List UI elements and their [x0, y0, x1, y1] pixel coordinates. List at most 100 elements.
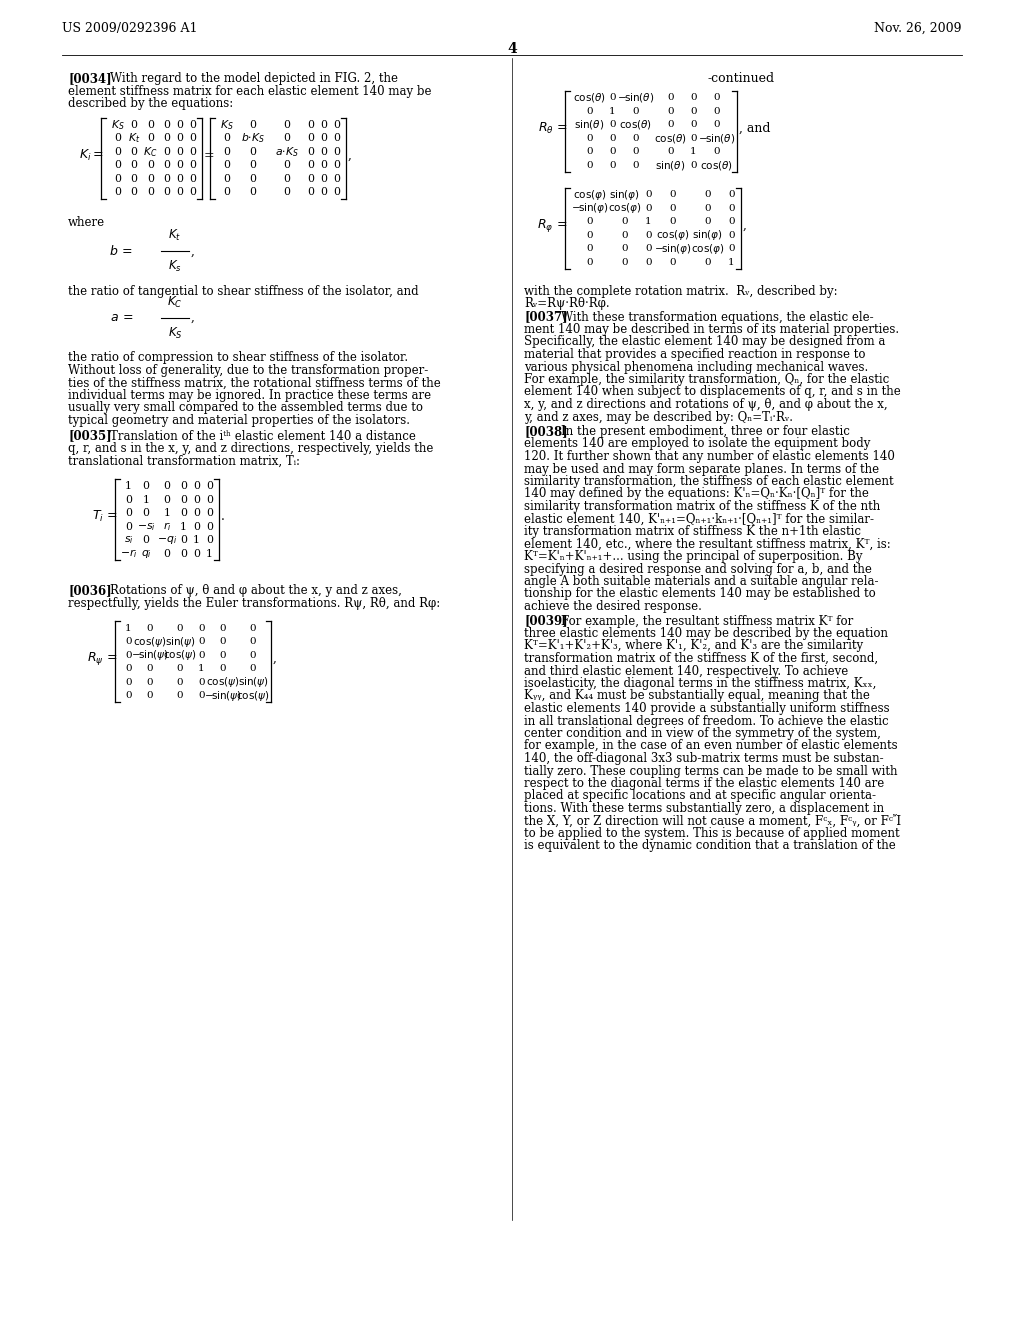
Text: $K_S$: $K_S$: [219, 117, 233, 132]
Text: 0: 0: [728, 231, 735, 240]
Text: Rᵥ=Rψ·Rθ·Rφ.: Rᵥ=Rψ·Rθ·Rφ.: [524, 297, 609, 310]
Text: the X, Y, or Z direction will not cause a moment, Fᶜₓ, Fᶜᵧ, or FᶜἼ: the X, Y, or Z direction will not cause …: [524, 814, 901, 828]
Text: 0: 0: [177, 664, 183, 673]
Text: tions. With these terms substantially zero, a displacement in: tions. With these terms substantially ze…: [524, 803, 884, 814]
Text: $\cos(\theta)$: $\cos(\theta)$: [573, 91, 606, 104]
Text: 0: 0: [125, 651, 132, 660]
Text: 1: 1: [142, 495, 150, 504]
Text: $-\!\sin(\theta)$: $-\!\sin(\theta)$: [616, 91, 654, 104]
Text: the ratio of compression to shear stiffness of the isolator.: the ratio of compression to shear stiffn…: [68, 351, 409, 364]
Text: 0: 0: [609, 161, 615, 170]
Text: specifying a desired response and solving for a, b, and the: specifying a desired response and solvin…: [524, 562, 871, 576]
Text: 0: 0: [180, 482, 187, 491]
Text: 0: 0: [189, 120, 196, 129]
Text: 0: 0: [586, 161, 593, 170]
Text: 0: 0: [147, 120, 154, 129]
Text: 0: 0: [189, 147, 196, 157]
Text: $\cos(\psi)$: $\cos(\psi)$: [163, 648, 197, 663]
Text: 0: 0: [670, 257, 676, 267]
Text: 0: 0: [199, 692, 205, 701]
Text: 0: 0: [250, 174, 256, 183]
Text: 0: 0: [622, 231, 628, 240]
Text: ment 140 may be described in terms of its material properties.: ment 140 may be described in terms of it…: [524, 323, 899, 337]
Text: $\sin(\varphi)$: $\sin(\varphi)$: [609, 187, 640, 202]
Text: respect to the diagonal terms if the elastic elements 140 are: respect to the diagonal terms if the ela…: [524, 777, 885, 789]
Text: individual terms may be ignored. In practice these terms are: individual terms may be ignored. In prac…: [68, 389, 431, 403]
Text: 0: 0: [193, 508, 200, 519]
Text: 0: 0: [632, 161, 639, 170]
Text: 0: 0: [176, 133, 183, 144]
Text: With these transformation equations, the elastic ele-: With these transformation equations, the…: [561, 310, 873, 323]
Text: $R_\theta\,=$: $R_\theta\,=$: [538, 120, 568, 136]
Text: ,: ,: [191, 312, 195, 323]
Text: 0: 0: [622, 244, 628, 253]
Text: 0: 0: [284, 161, 291, 170]
Text: $-\!\sin(\varphi)$: $-\!\sin(\varphi)$: [653, 242, 691, 256]
Text: ,: ,: [743, 219, 746, 232]
Text: 0: 0: [645, 257, 652, 267]
Text: 0: 0: [176, 187, 183, 198]
Text: 0: 0: [250, 651, 256, 660]
Text: 0: 0: [147, 161, 154, 170]
Text: described by the equations:: described by the equations:: [68, 96, 233, 110]
Text: US 2009/0292396 A1: US 2009/0292396 A1: [62, 22, 198, 36]
Text: 0: 0: [586, 107, 593, 116]
Text: 0: 0: [609, 148, 615, 156]
Text: 0: 0: [632, 107, 639, 116]
Text: $K_S$: $K_S$: [111, 117, 124, 132]
Text: 0: 0: [125, 638, 132, 647]
Text: 0: 0: [333, 187, 340, 198]
Text: 0: 0: [180, 495, 187, 504]
Text: 0: 0: [176, 161, 183, 170]
Text: $\sin(\theta)$: $\sin(\theta)$: [655, 158, 686, 172]
Text: 0: 0: [307, 161, 314, 170]
Text: 0: 0: [223, 187, 230, 198]
Text: $\sin(\varphi)$: $\sin(\varphi)$: [692, 228, 723, 243]
Text: $-r_i$: $-r_i$: [120, 548, 137, 560]
Text: 140 may defined by the equations: K'ₙ=Qₙ·Kₙ·[Qₙ]ᵀ for the: 140 may defined by the equations: K'ₙ=Qₙ…: [524, 487, 869, 500]
Text: may be used and may form separate planes. In terms of the: may be used and may form separate planes…: [524, 462, 880, 475]
Text: material that provides a specified reaction in response to: material that provides a specified react…: [524, 348, 865, 360]
Text: 0: 0: [333, 161, 340, 170]
Text: 0: 0: [223, 161, 230, 170]
Text: 0: 0: [307, 174, 314, 183]
Text: $\cos(\theta)$: $\cos(\theta)$: [654, 132, 687, 145]
Text: 0: 0: [180, 508, 187, 519]
Text: 1: 1: [164, 508, 171, 519]
Text: 0: 0: [250, 187, 256, 198]
Text: -continued: -continued: [708, 73, 774, 84]
Text: y, and z axes, may be described by: Qₙ=Tᵢ·Rᵥ.: y, and z axes, may be described by: Qₙ=T…: [524, 411, 793, 424]
Text: $a{\cdot}K_S$: $a{\cdot}K_S$: [275, 145, 299, 158]
Text: 0: 0: [690, 120, 696, 129]
Text: 0: 0: [250, 161, 256, 170]
Text: 0: 0: [668, 107, 674, 116]
Text: 0: 0: [125, 508, 132, 519]
Text: 0: 0: [193, 549, 200, 558]
Text: ity transformation matrix of stiffness K the n+1th elastic: ity transformation matrix of stiffness K…: [524, 525, 861, 539]
Text: 0: 0: [333, 133, 340, 144]
Text: 0: 0: [705, 257, 711, 267]
Text: [0039]: [0039]: [524, 615, 567, 627]
Text: 0: 0: [163, 147, 170, 157]
Text: 0: 0: [705, 190, 711, 199]
Text: 0: 0: [319, 187, 327, 198]
Text: $-\!\sin(\theta)$: $-\!\sin(\theta)$: [697, 132, 735, 145]
Text: $K_i =$: $K_i =$: [79, 148, 104, 162]
Text: element 140, etc., where the resultant stiffness matrix, Kᵀ, is:: element 140, etc., where the resultant s…: [524, 537, 891, 550]
Text: 0: 0: [645, 190, 652, 199]
Text: 0: 0: [319, 120, 327, 129]
Text: 0: 0: [250, 120, 256, 129]
Text: 0: 0: [713, 120, 720, 129]
Text: ,: ,: [191, 244, 195, 257]
Text: 0: 0: [713, 94, 720, 103]
Text: 0: 0: [130, 174, 137, 183]
Text: 0: 0: [609, 94, 615, 103]
Text: similarity transformation, the stiffness of each elastic element: similarity transformation, the stiffness…: [524, 475, 894, 488]
Text: 0: 0: [147, 133, 154, 144]
Text: 0: 0: [307, 120, 314, 129]
Text: for example, in the case of an even number of elastic elements: for example, in the case of an even numb…: [524, 739, 898, 752]
Text: $\cos(\theta)$: $\cos(\theta)$: [700, 158, 733, 172]
Text: 0: 0: [668, 120, 674, 129]
Text: 0: 0: [206, 482, 213, 491]
Text: 0: 0: [125, 664, 132, 673]
